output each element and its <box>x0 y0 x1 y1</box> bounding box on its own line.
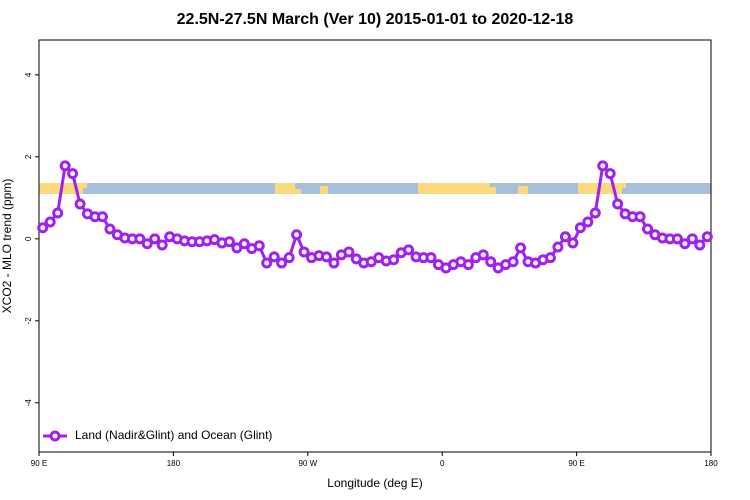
data-point <box>343 246 355 258</box>
data-point <box>328 257 340 269</box>
data-point <box>589 207 601 219</box>
data-point <box>552 241 564 253</box>
data-point <box>604 168 616 180</box>
y-tick-label: 0 <box>24 236 33 241</box>
data-point <box>276 257 288 269</box>
data-point <box>559 231 571 243</box>
x-tick-label: 0 <box>440 459 445 468</box>
data-point <box>701 231 713 243</box>
data-point <box>634 211 646 223</box>
land-ocean-strip <box>39 183 711 194</box>
data-point <box>671 233 683 245</box>
data-point <box>515 242 527 254</box>
x-tick-label: 180 <box>704 459 718 468</box>
data-point <box>388 254 400 266</box>
data-point <box>544 252 556 264</box>
data-point <box>96 211 108 223</box>
data-point <box>485 256 497 268</box>
x-tick-label: 90 E <box>31 459 47 468</box>
legend-label: Land (Nadir&Glint) and Ocean (Glint) <box>75 428 272 442</box>
x-tick-label: 180 <box>167 459 181 468</box>
data-point <box>694 239 706 251</box>
data-point <box>261 257 273 269</box>
series-line <box>41 162 709 270</box>
y-axis-label: XCO2 - MLO trend (ppm) <box>0 179 14 314</box>
data-point <box>52 207 64 219</box>
data-point <box>462 259 474 271</box>
chart-title: 22.5N-27.5N March (Ver 10) 2015-01-01 to… <box>177 11 574 28</box>
data-point <box>507 256 519 268</box>
y-tick-label: 2 <box>24 154 33 159</box>
data-point <box>574 222 586 234</box>
data-point <box>477 249 489 261</box>
data-point <box>403 244 415 256</box>
data-point <box>74 198 86 210</box>
data-point <box>67 168 79 180</box>
data-point <box>612 198 624 210</box>
data-point <box>134 233 146 245</box>
x-tick-label: 90 E <box>568 459 584 468</box>
data-point <box>44 216 56 228</box>
data-point <box>283 252 295 264</box>
data-point <box>253 240 265 252</box>
data-point <box>686 233 698 245</box>
data-point <box>156 239 168 251</box>
data-point <box>149 233 161 245</box>
data-point <box>320 251 332 263</box>
x-tick-label: 90 W <box>298 459 317 468</box>
data-point <box>567 237 579 249</box>
data-point <box>59 160 71 172</box>
data-point <box>141 238 153 250</box>
data-point <box>238 238 250 250</box>
data-point <box>298 246 310 258</box>
legend-marker <box>49 430 61 442</box>
y-tick-label: -2 <box>24 317 33 325</box>
data-point <box>268 251 280 263</box>
data-point <box>425 252 437 264</box>
plot-frame <box>38 39 712 453</box>
data-point <box>291 229 303 241</box>
data-point <box>642 223 654 235</box>
data-point <box>37 222 49 234</box>
y-tick-label: -4 <box>24 399 33 407</box>
data-point <box>582 216 594 228</box>
data-point <box>104 223 116 235</box>
x-axis-label: Longitude (deg E) <box>327 476 422 490</box>
data-point <box>597 160 609 172</box>
data-point <box>679 238 691 250</box>
y-tick-label: 4 <box>24 72 33 77</box>
data-point <box>223 236 235 248</box>
